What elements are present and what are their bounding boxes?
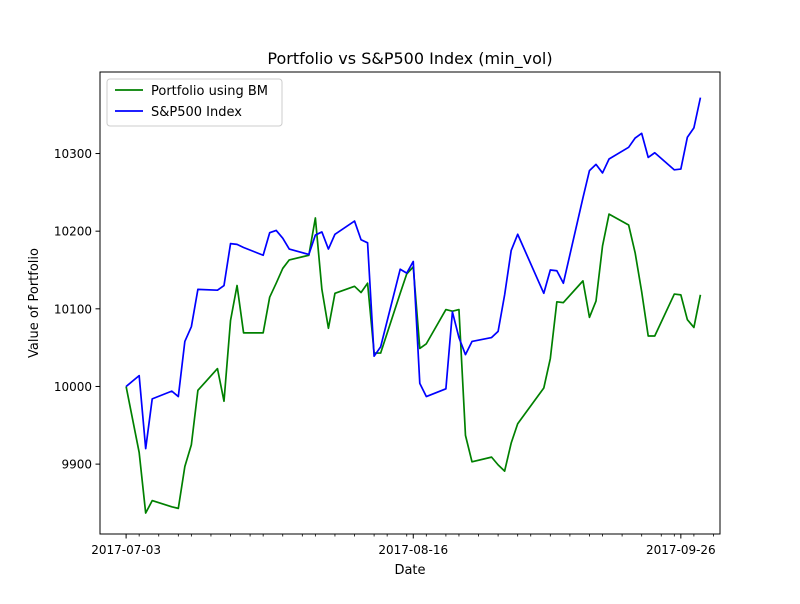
y-tick-label: 10300 <box>54 147 92 161</box>
y-tick-label: 10200 <box>54 225 92 239</box>
y-tick-label: 9900 <box>61 458 92 472</box>
legend-label-sp500: S&P500 Index <box>151 105 242 120</box>
plot-area-frame <box>99 71 721 535</box>
y-tick-label: 10100 <box>54 302 92 316</box>
x-tick-label: 2017-07-03 <box>91 543 161 557</box>
axis-layer: 2017-07-03 2017-08-16 2017-09-26 9900 10000 1… <box>54 147 716 557</box>
y-axis-label: Value of Portfolio <box>27 248 42 358</box>
legend-label-portfolio: Portfolio using BM <box>151 84 268 99</box>
x-tick-label: 2017-09-26 <box>646 543 716 557</box>
legend: Portfolio using BM S&P500 Index <box>106 78 283 127</box>
series-line-sp500 <box>125 97 702 450</box>
x-tick-label: 2017-08-16 <box>378 543 448 557</box>
chart-title: Portfolio vs S&P500 Index (min_vol) <box>267 49 552 69</box>
y-tick-label: 10000 <box>54 380 92 394</box>
x-axis-label: Date <box>394 563 425 578</box>
legend-box <box>106 78 283 127</box>
series-layer <box>125 97 702 514</box>
